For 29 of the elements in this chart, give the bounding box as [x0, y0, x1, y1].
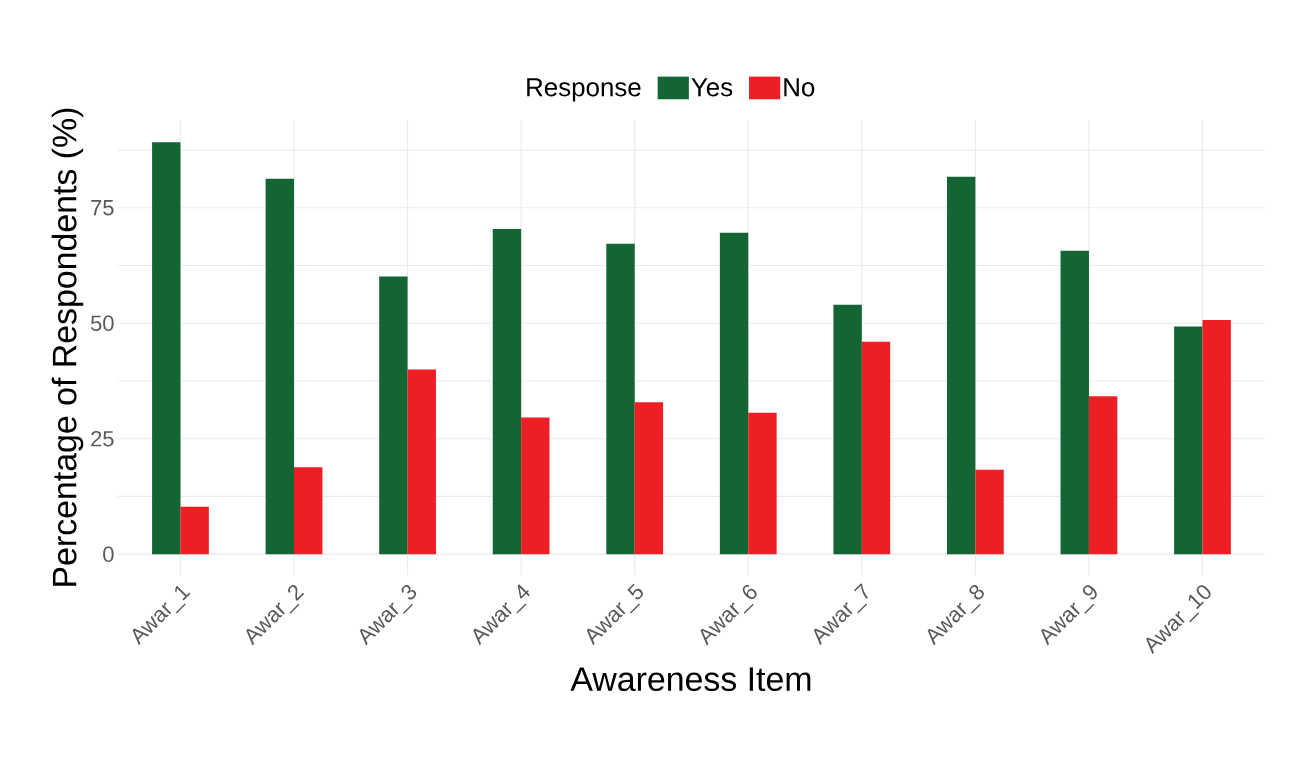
bar [379, 276, 408, 555]
legend-label: No [784, 78, 815, 97]
bar [492, 229, 522, 555]
bar [521, 417, 550, 555]
bar [719, 232, 749, 555]
y-axis-title: Percentage of Respondents (%) [51, 108, 84, 586]
legend-title: Response [527, 78, 641, 102]
y-tick-label: 0 [103, 546, 114, 562]
bar [152, 142, 181, 555]
bar [748, 412, 777, 555]
y-tick-label: 25 [91, 430, 114, 447]
bar [975, 469, 1004, 555]
y-tick-label: 50 [90, 315, 114, 332]
bar [294, 467, 323, 555]
bar [833, 304, 862, 555]
bar [265, 178, 295, 555]
legend-label: Yes [691, 78, 733, 97]
bar [1202, 320, 1231, 555]
bar [946, 176, 976, 555]
bar [407, 369, 436, 555]
bar [180, 506, 209, 555]
bar [861, 341, 891, 555]
bar [1174, 326, 1203, 555]
bar [1088, 396, 1118, 555]
y-tick-label: 75 [91, 200, 114, 216]
bar [1060, 250, 1089, 555]
bar [634, 402, 664, 555]
x-axis-title: Awareness Item [570, 667, 811, 692]
bar [606, 243, 635, 555]
